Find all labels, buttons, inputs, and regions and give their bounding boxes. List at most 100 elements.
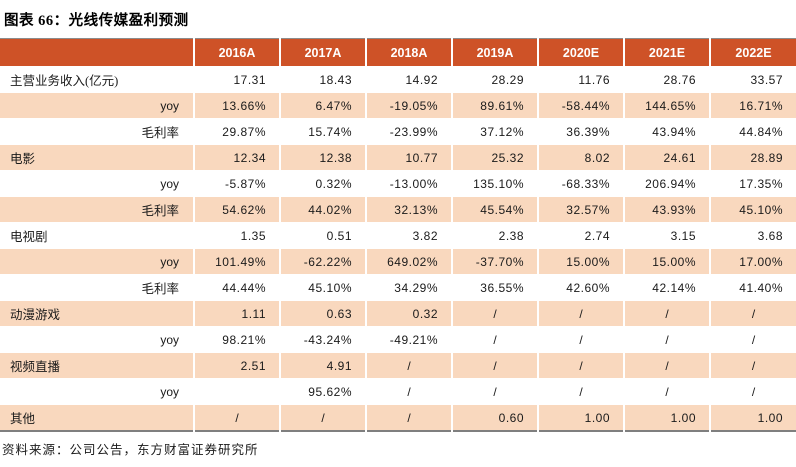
table-cell: 0.60 [452, 404, 539, 431]
table-cell: 15.74% [280, 118, 367, 145]
table-cell: / [624, 378, 711, 405]
table-cell: 135.10% [452, 170, 539, 197]
table-cell: 6.47% [280, 92, 367, 119]
row-label: yoy [0, 326, 195, 353]
table-cell: -49.21% [366, 326, 453, 353]
table-header-row: 2016A 2017A 2018A 2019A 2020E 2021E 2022E [0, 38, 796, 67]
table-cell: -62.22% [280, 248, 367, 275]
row-label-header [0, 38, 195, 67]
table-cell: 8.02 [538, 144, 625, 171]
column-header-2017a: 2017A [280, 38, 367, 67]
column-header-2021e: 2021E [624, 38, 711, 67]
table-row: yoy -5.87% 0.32% -13.00% 135.10% -68.33% 206.9… [0, 170, 796, 197]
table-cell: / [710, 378, 796, 405]
table-cell: 3.15 [624, 222, 711, 249]
table-cell: 1.11 [194, 300, 281, 327]
table-cell: -43.24% [280, 326, 367, 353]
row-label: 其他 [0, 404, 195, 431]
table-cell: / [452, 352, 539, 379]
table-cell: 28.89 [710, 144, 796, 171]
table-cell: 11.76 [538, 66, 625, 93]
table-cell: 1.35 [194, 222, 281, 249]
column-header-2018a: 2018A [366, 38, 453, 67]
row-label: yoy [0, 92, 195, 119]
table-cell: / [538, 378, 625, 405]
table-cell: 42.14% [624, 274, 711, 301]
table-cell: -58.44% [538, 92, 625, 119]
table-cell: 32.57% [538, 196, 625, 223]
table-cell: 0.51 [280, 222, 367, 249]
row-label: 电视剧 [0, 222, 195, 249]
table-cell: 144.65% [624, 92, 711, 119]
row-label: 电影 [0, 144, 195, 171]
table-row: 毛利率 29.87% 15.74% -23.99% 37.12% 36.39% 43.94%… [0, 118, 796, 145]
row-label: yoy [0, 248, 195, 275]
table-cell: 12.34 [194, 144, 281, 171]
table-cell: 32.13% [366, 196, 453, 223]
table-row: 电影 12.34 12.38 10.77 25.32 8.02 24.61 28.89 [0, 144, 796, 171]
table-cell: 17.35% [710, 170, 796, 197]
table-cell: 17.00% [710, 248, 796, 275]
row-label: 毛利率 [0, 274, 195, 301]
table-cell: 1.00 [710, 404, 796, 431]
table-row: yoy 13.66% 6.47% -19.05% 89.61% -58.44% 144.65… [0, 92, 796, 119]
table-cell: / [280, 404, 367, 431]
table-cell: 3.68 [710, 222, 796, 249]
table-cell: 14.92 [366, 66, 453, 93]
table-cell: 29.87% [194, 118, 281, 145]
table-cell: / [624, 326, 711, 353]
table-cell: 1.00 [538, 404, 625, 431]
table-cell: 649.02% [366, 248, 453, 275]
figure-title: 图表 66：光线传媒盈利预测 [4, 13, 189, 29]
table-cell: 95.62% [280, 378, 367, 405]
table-cell: 1.00 [624, 404, 711, 431]
table-cell: 45.10% [710, 196, 796, 223]
table-cell: 44.44% [194, 274, 281, 301]
table-cell: 54.62% [194, 196, 281, 223]
table-cell: -5.87% [194, 170, 281, 197]
table-row: 毛利率 54.62% 44.02% 32.13% 45.54% 32.57% 43.93% 4… [0, 196, 796, 223]
table-cell: 28.29 [452, 66, 539, 93]
table-cell: 10.77 [366, 144, 453, 171]
table-cell: 2.38 [452, 222, 539, 249]
table-row: yoy 98.21% -43.24% -49.21% / / / / [0, 326, 796, 353]
table-cell: 42.60% [538, 274, 625, 301]
table-cell: 43.93% [624, 196, 711, 223]
table-cell: / [624, 352, 711, 379]
table-cell: / [452, 300, 539, 327]
table-cell: 2.74 [538, 222, 625, 249]
table-cell: 206.94% [624, 170, 711, 197]
table-cell: 15.00% [538, 248, 625, 275]
table-cell: / [538, 326, 625, 353]
table-cell: -19.05% [366, 92, 453, 119]
table-cell: -13.00% [366, 170, 453, 197]
table-cell: 36.55% [452, 274, 539, 301]
profit-forecast-table: 2016A 2017A 2018A 2019A 2020E 2021E 2022E 主营业务… [0, 38, 796, 432]
table-cell: 24.61 [624, 144, 711, 171]
table-cell: 16.71% [710, 92, 796, 119]
table-cell: / [538, 300, 625, 327]
source-note: 资料来源：公司公告，东方财富证券研究所 [2, 443, 259, 457]
table-cell: 98.21% [194, 326, 281, 353]
table-cell: 0.32% [280, 170, 367, 197]
row-label: 主营业务收入(亿元) [0, 66, 195, 93]
table-row: 其他 / //0.60 1.00 1.00 1.00 [0, 404, 796, 431]
table-cell: 36.39% [538, 118, 625, 145]
table-cell: 0.63 [280, 300, 367, 327]
table-cell: 2.51 [194, 352, 281, 379]
table-cell: 34.29% [366, 274, 453, 301]
table-row: 毛利率 44.44% 45.10% 34.29% 36.55% 42.60% 42.14% 4… [0, 274, 796, 301]
table-cell: 17.31 [194, 66, 281, 93]
table-row: yoy 95.62% / / / / / [0, 378, 796, 405]
table-cell: 37.12% [452, 118, 539, 145]
table-cell: 41.40% [710, 274, 796, 301]
row-label: 毛利率 [0, 118, 195, 145]
table-cell: 28.76 [624, 66, 711, 93]
table-cell: / [452, 326, 539, 353]
table-cell: / [366, 378, 453, 405]
column-header-2016a: 2016A [194, 38, 281, 67]
table-cell: 44.84% [710, 118, 796, 145]
column-header-2020e: 2020E [538, 38, 625, 67]
table-cell: / [710, 326, 796, 353]
table-cell: / [624, 300, 711, 327]
